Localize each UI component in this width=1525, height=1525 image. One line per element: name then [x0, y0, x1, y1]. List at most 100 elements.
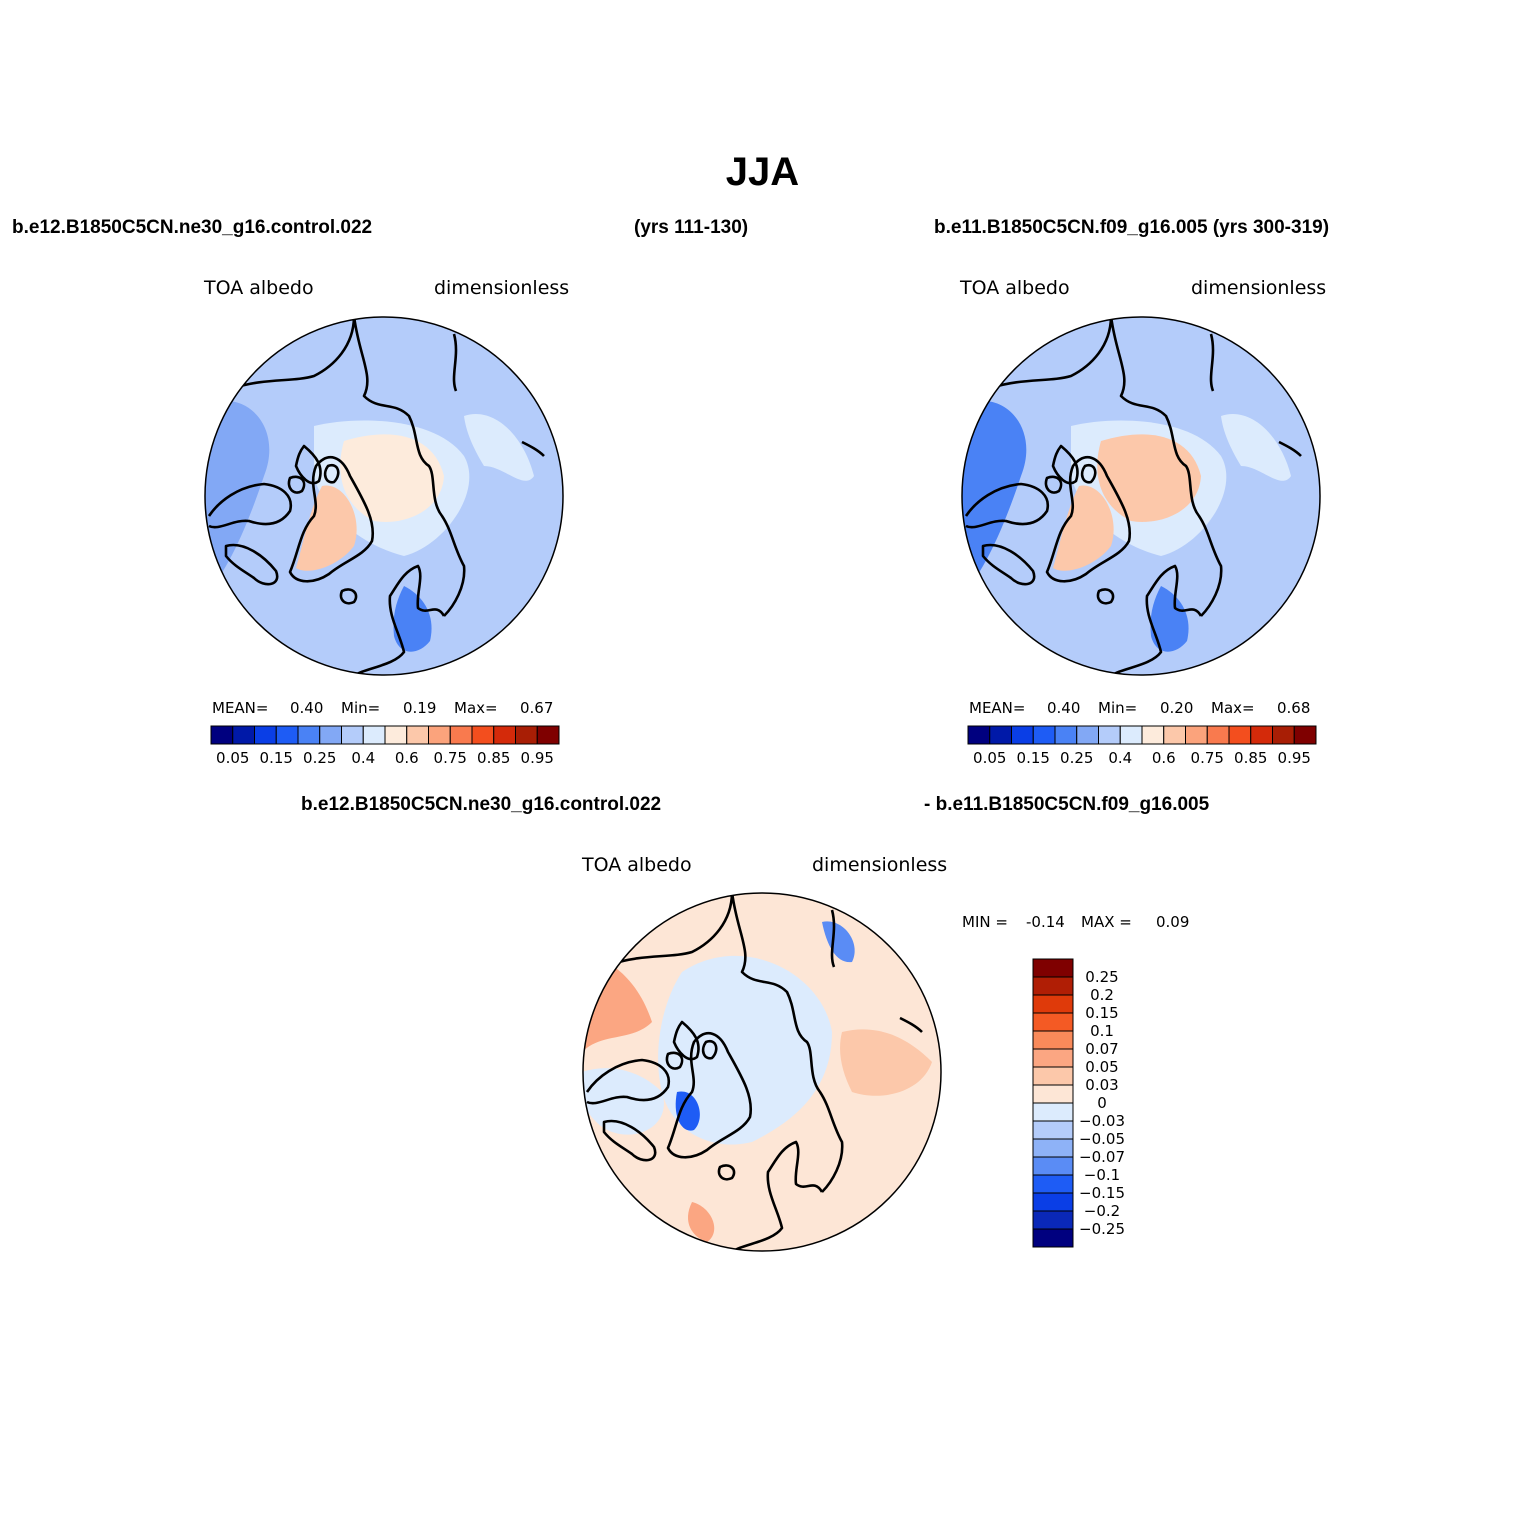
field-scandinavia	[1150, 586, 1189, 652]
coastline	[899, 1016, 923, 1033]
coastline	[990, 317, 1113, 390]
colorbar-segment	[449, 725, 473, 745]
field-low-region	[962, 400, 1027, 596]
colorbar-segment	[1032, 1084, 1074, 1104]
coastline	[323, 463, 340, 484]
colorbar-segment	[362, 725, 386, 745]
coastline	[233, 317, 356, 390]
coastline	[353, 564, 446, 675]
colorbar-segment	[1032, 1192, 1074, 1212]
colorbar-tick-label: −0.07	[1079, 1148, 1125, 1166]
coastline	[1045, 456, 1132, 583]
coastline	[730, 893, 844, 1193]
field-greenland	[1053, 485, 1114, 571]
coastline	[701, 1039, 718, 1060]
coastline	[830, 909, 836, 968]
colorbar-segment	[1032, 1066, 1074, 1086]
colorbar-tick-label: −0.15	[1079, 1184, 1125, 1202]
diff-min-label: MIN =	[962, 913, 1008, 931]
colorbar-segment	[1032, 1048, 1074, 1068]
colorbar-segment	[1032, 1120, 1074, 1140]
coastline	[672, 1020, 700, 1061]
diff-max-value: 0.09	[1156, 913, 1190, 931]
colorbar-segment	[1185, 725, 1208, 745]
coastline	[1051, 444, 1079, 485]
colorbar-tick-label: 0.07	[1085, 1040, 1119, 1058]
colorbar-tick-label: 0.15	[1016, 749, 1050, 767]
colorbar-tick-label: 0.03	[1085, 1076, 1119, 1094]
panel2-max-value: 0.68	[1277, 699, 1311, 717]
colorbar-tick-label: 0.4	[351, 749, 376, 767]
coastline	[521, 440, 545, 457]
colorbar-segment	[210, 725, 234, 745]
colorbar-segment	[1141, 725, 1165, 745]
colorbar-segment	[1272, 725, 1295, 745]
coastline	[731, 1140, 824, 1251]
panel2-min-value: 0.20	[1160, 699, 1194, 717]
colorbar-tick-label: 0.15	[1085, 1004, 1119, 1022]
coastline	[1096, 588, 1115, 605]
colorbar-segment	[1032, 1156, 1074, 1176]
colorbar-tick-label: 0.95	[520, 749, 554, 767]
colorbar-tick-label: 0.85	[477, 749, 511, 767]
colorbar-segment	[1032, 1174, 1074, 1194]
panel1-max-value: 0.67	[520, 699, 554, 717]
coastline	[602, 1119, 657, 1162]
colorbar-tick-label: −0.05	[1079, 1130, 1125, 1148]
field-strong-negative	[675, 1091, 700, 1131]
colorbar-tick-label: 0.95	[1277, 749, 1311, 767]
map-boundary	[582, 892, 942, 1252]
case1-years: (yrs 111-130)	[634, 217, 749, 238]
map-boundary	[961, 316, 1321, 676]
panel2-mean-label: MEAN=	[969, 699, 1026, 717]
field-negative-region	[583, 1068, 664, 1135]
colorbar-segment	[319, 725, 342, 745]
coastline	[611, 893, 734, 966]
panel1-variable: TOA albedo	[204, 277, 314, 299]
coastline	[224, 543, 279, 586]
colorbar-tick-label: 0.6	[394, 749, 419, 767]
colorbar-tick-label: 0.25	[303, 749, 337, 767]
colorbar-segment	[254, 725, 277, 745]
panel1-mean-value: 0.40	[290, 699, 324, 717]
coastline	[1044, 475, 1063, 494]
diff-min-value: -0.14	[1026, 913, 1065, 931]
colorbar-segment	[1098, 725, 1121, 745]
panel1-min-value: 0.19	[403, 699, 437, 717]
field-high-region	[1097, 434, 1201, 522]
colorbar-segment	[1032, 958, 1074, 978]
colorbar-segment	[1054, 725, 1078, 745]
coastline	[352, 317, 466, 617]
colorbar-segment	[1206, 725, 1230, 745]
panel2-colorbar	[967, 725, 1317, 745]
colorbar-tick-label: −0.2	[1083, 1202, 1121, 1220]
colorbar-segment	[989, 725, 1012, 745]
colorbar-segment	[515, 725, 538, 745]
colorbar-tick-label: 0.1	[1090, 1022, 1114, 1040]
panel2-polar-map	[961, 316, 1321, 676]
coastline	[665, 1051, 684, 1070]
panel2-min-label: Min=	[1098, 699, 1138, 717]
colorbar-segment	[1032, 1138, 1074, 1158]
colorbar-segment	[1032, 1210, 1074, 1230]
colorbar-segment	[1032, 1030, 1074, 1050]
diff-title-left: b.e12.B1850C5CN.ne30_g16.control.022	[301, 794, 662, 815]
map-boundary	[204, 316, 564, 676]
colorbar-segment	[384, 725, 408, 745]
colorbar-segment	[1011, 725, 1034, 745]
panel1-max-label: Max=	[454, 699, 498, 717]
colorbar-segment	[1250, 725, 1273, 745]
colorbar-tick-label: 0.4	[1108, 749, 1133, 767]
colorbar-segment	[341, 725, 364, 745]
colorbar-tick-label: 0.75	[433, 749, 467, 767]
panel1-polar-map	[204, 316, 564, 676]
field-scandinavia	[393, 586, 432, 652]
colorbar-segment	[471, 725, 495, 745]
case2-title: b.e11.B1850C5CN.f09_g16.005 (yrs 300-319…	[934, 217, 1330, 238]
coastline	[981, 543, 1036, 586]
panel1-units: dimensionless	[434, 277, 570, 299]
diff-max-label: MAX =	[1081, 913, 1132, 931]
coastline	[339, 588, 358, 605]
field-positive-region	[840, 1029, 932, 1096]
colorbar-segment	[232, 725, 255, 745]
